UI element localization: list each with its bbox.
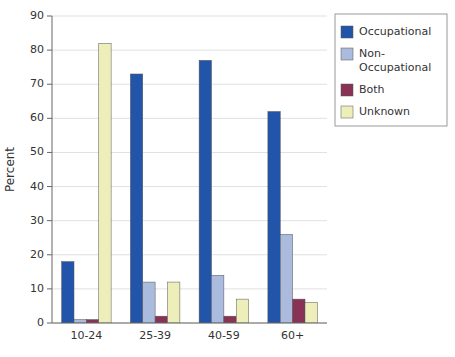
legend-label-line: Non-: [359, 47, 385, 60]
y-tick-label: 80: [30, 43, 44, 56]
y-tick: [47, 152, 52, 153]
x-tick-label: 25-39: [139, 329, 171, 342]
chart-container: 0 10 20 30 40 50 60 70 80 90 10-24 25-39 40-59 60+ Per…: [0, 0, 455, 357]
legend: OccupationalNon-OccupationalBothUnknown: [335, 14, 447, 126]
bar: [199, 60, 211, 323]
grid-line: [52, 84, 327, 85]
grid-line: [52, 118, 327, 119]
legend-frame: [335, 14, 447, 126]
y-tick: [47, 220, 52, 221]
y-tick: [47, 118, 52, 119]
bars: [62, 43, 318, 323]
bar: [236, 299, 248, 323]
bar: [62, 262, 74, 323]
legend-label: Occupational: [359, 25, 431, 38]
bar: [143, 282, 155, 323]
y-tick: [47, 288, 52, 289]
x-tick-label: 60+: [281, 329, 304, 342]
bar: [168, 282, 180, 323]
bar: [130, 74, 142, 323]
legend-swatch: [341, 106, 353, 118]
legend-swatch: [341, 48, 353, 60]
bar: [86, 320, 98, 323]
legend-label: Both: [359, 83, 385, 96]
grid-line: [52, 186, 327, 187]
grid: [52, 16, 327, 323]
y-tick: [47, 323, 52, 324]
x-axis: [52, 323, 327, 324]
grid-line: [52, 323, 327, 324]
y-tick: [47, 84, 52, 85]
bar: [280, 234, 292, 323]
grid-line: [52, 220, 327, 221]
y-tick-label: 90: [30, 9, 44, 22]
grid-line: [52, 152, 327, 153]
y-tick-label: 30: [30, 214, 44, 227]
y-tick: [47, 50, 52, 51]
y-tick-label: 20: [30, 248, 44, 261]
bar: [99, 43, 111, 323]
legend-label: Unknown: [359, 105, 410, 118]
legend-label-line: Occupational: [359, 61, 431, 74]
bar: [212, 275, 224, 323]
y-axis-label: Percent: [3, 147, 17, 192]
bar: [224, 316, 236, 323]
y-tick: [47, 254, 52, 255]
bar: [155, 316, 167, 323]
y-axis: [52, 16, 53, 323]
y-tick-label: 40: [30, 180, 44, 193]
grid-line: [52, 50, 327, 51]
chart-svg: 0 10 20 30 40 50 60 70 80 90 10-24 25-39 40-59 60+ Per…: [0, 0, 455, 357]
y-tick-label: 10: [30, 282, 44, 295]
grid-line: [52, 16, 327, 17]
bar: [74, 320, 86, 323]
legend-label-line: Occupational: [359, 25, 431, 38]
bar: [305, 303, 317, 323]
y-tick: [47, 186, 52, 187]
legend-swatch: [341, 26, 353, 38]
legend-swatch: [341, 84, 353, 96]
bar: [293, 299, 305, 323]
x-tick-label: 10-24: [70, 329, 102, 342]
y-tick-label: 50: [30, 145, 44, 158]
bar: [268, 112, 280, 323]
legend-label-line: Both: [359, 83, 385, 96]
y-tick: [47, 16, 52, 17]
y-tick-label: 60: [30, 111, 44, 124]
x-tick-label: 40-59: [208, 329, 240, 342]
y-tick-label: 0: [37, 316, 44, 329]
legend-label-line: Unknown: [359, 105, 410, 118]
legend-label: Non-Occupational: [359, 47, 431, 74]
y-tick-label: 70: [30, 77, 44, 90]
